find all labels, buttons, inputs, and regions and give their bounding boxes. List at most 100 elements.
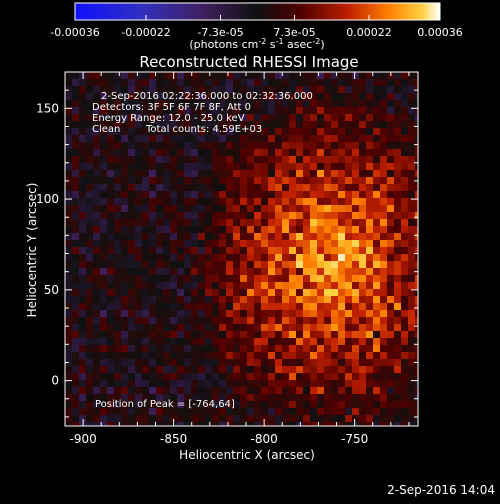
- heatmap-cell: [149, 149, 156, 156]
- heatmap-cell: [282, 338, 289, 345]
- heatmap-cell: [394, 128, 401, 135]
- heatmap-cell: [226, 219, 233, 226]
- heatmap-cell: [226, 380, 233, 387]
- heatmap-cell: [177, 275, 184, 282]
- heatmap-cell: [114, 184, 121, 191]
- heatmap-cell: [394, 275, 401, 282]
- heatmap-cell: [191, 135, 198, 142]
- heatmap-cell: [247, 247, 254, 254]
- heatmap-cell: [205, 415, 212, 422]
- heatmap-cell: [93, 93, 100, 100]
- heatmap-cell: [324, 163, 331, 170]
- heatmap-cell: [79, 205, 86, 212]
- heatmap-cell: [156, 170, 163, 177]
- heatmap-cell: [233, 303, 240, 310]
- heatmap-cell: [373, 156, 380, 163]
- heatmap-cell: [219, 226, 226, 233]
- heatmap-cell: [338, 100, 345, 107]
- heatmap-cell: [163, 121, 170, 128]
- heatmap-cell: [373, 114, 380, 121]
- heatmap-cell: [408, 107, 415, 114]
- heatmap-cell: [324, 310, 331, 317]
- heatmap-cell: [65, 352, 72, 359]
- heatmap-cell: [394, 415, 401, 422]
- heatmap-cell: [149, 345, 156, 352]
- heatmap-cell: [261, 387, 268, 394]
- heatmap-cell: [268, 352, 275, 359]
- heatmap-cell: [317, 205, 324, 212]
- heatmap-cell: [296, 135, 303, 142]
- heatmap-cell: [380, 408, 387, 415]
- x-axis-label: Heliocentric X (arcsec): [179, 448, 315, 462]
- heatmap-cell: [261, 121, 268, 128]
- heatmap-cell: [65, 191, 72, 198]
- heatmap-cell: [191, 86, 198, 93]
- heatmap-cell: [240, 240, 247, 247]
- heatmap-cell: [387, 205, 394, 212]
- heatmap-cell: [408, 387, 415, 394]
- heatmap-cell: [275, 86, 282, 93]
- heatmap-cell: [191, 373, 198, 380]
- heatmap-cell: [121, 338, 128, 345]
- heatmap-cell: [261, 149, 268, 156]
- heatmap-cell: [72, 310, 79, 317]
- heatmap-cell: [331, 212, 338, 219]
- heatmap-cell: [100, 135, 107, 142]
- heatmap-cell: [310, 310, 317, 317]
- heatmap-cell: [93, 401, 100, 408]
- heatmap-cell: [135, 366, 142, 373]
- heatmap-cell: [93, 317, 100, 324]
- heatmap-cell: [135, 226, 142, 233]
- heatmap-cell: [65, 163, 72, 170]
- heatmap-cell: [177, 422, 184, 426]
- heatmap-cell: [380, 310, 387, 317]
- heatmap-cell: [324, 296, 331, 303]
- heatmap-cell: [261, 135, 268, 142]
- heatmap-cell: [142, 282, 149, 289]
- heatmap-cell: [226, 135, 233, 142]
- heatmap-cell: [107, 254, 114, 261]
- heatmap-cell: [401, 86, 408, 93]
- heatmap-cell: [331, 233, 338, 240]
- heatmap-cell: [352, 359, 359, 366]
- heatmap-cell: [366, 86, 373, 93]
- heatmap-cell: [338, 261, 345, 268]
- heatmap-cell: [317, 233, 324, 240]
- heatmap-cell: [86, 366, 93, 373]
- heatmap-cell: [100, 303, 107, 310]
- heatmap-cell: [247, 415, 254, 422]
- footer-timestamp: 2-Sep-2016 14:04: [387, 483, 495, 497]
- heatmap-cell: [86, 233, 93, 240]
- heatmap-cell: [331, 352, 338, 359]
- heatmap-cell: [401, 128, 408, 135]
- heatmap-cell: [121, 359, 128, 366]
- heatmap-cell: [401, 212, 408, 219]
- heatmap-cell: [394, 324, 401, 331]
- heatmap-cell: [261, 401, 268, 408]
- heatmap-cell: [107, 373, 114, 380]
- heatmap-cell: [156, 254, 163, 261]
- heatmap-cell: [247, 184, 254, 191]
- heatmap-cell: [352, 387, 359, 394]
- heatmap-cell: [275, 282, 282, 289]
- heatmap-cell: [289, 254, 296, 261]
- heatmap-cell: [282, 268, 289, 275]
- heatmap-cell: [289, 198, 296, 205]
- heatmap-cell: [212, 331, 219, 338]
- heatmap-cell: [261, 226, 268, 233]
- heatmap-cell: [72, 268, 79, 275]
- heatmap-cell: [191, 254, 198, 261]
- heatmap-cell: [226, 422, 233, 426]
- heatmap-cell: [338, 107, 345, 114]
- heatmap-cell: [373, 408, 380, 415]
- heatmap-cell: [415, 289, 418, 296]
- heatmap-cell: [205, 352, 212, 359]
- heatmap-cell: [114, 338, 121, 345]
- heatmap-cell: [72, 366, 79, 373]
- heatmap-cell: [156, 387, 163, 394]
- heatmap-cell: [261, 289, 268, 296]
- heatmap-cell: [226, 275, 233, 282]
- heatmap-cell: [163, 163, 170, 170]
- heatmap-cell: [282, 198, 289, 205]
- heatmap-cell: [156, 324, 163, 331]
